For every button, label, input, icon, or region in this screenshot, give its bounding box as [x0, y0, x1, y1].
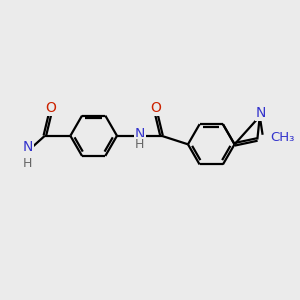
Text: CH₃: CH₃	[271, 130, 295, 143]
Text: H: H	[135, 138, 144, 151]
Text: N: N	[134, 128, 145, 141]
Text: N: N	[22, 140, 33, 154]
Text: H: H	[23, 157, 32, 170]
Text: N: N	[255, 106, 266, 120]
Text: O: O	[150, 101, 161, 115]
Text: O: O	[45, 101, 56, 115]
